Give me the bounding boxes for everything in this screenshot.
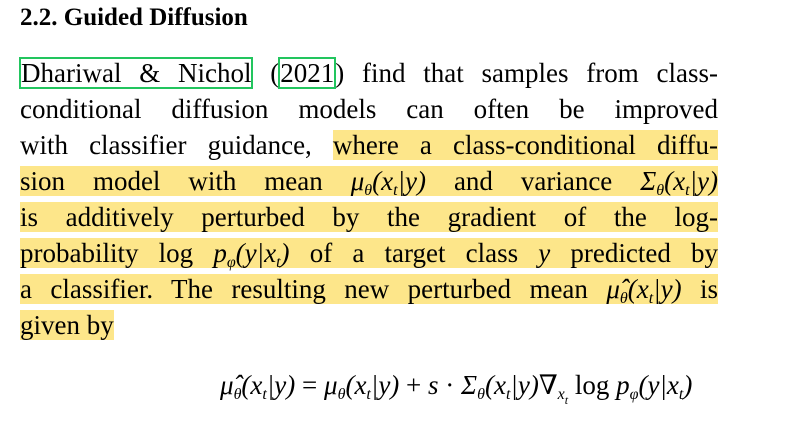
paragraph-line-6: probability log pφ(y|xt) of a target cla… (20, 236, 718, 271)
paragraph-line-7: a classifier. The resulting new perturbe… (20, 272, 718, 307)
highlighted-text: probability log pφ(y|xt) of a target cla… (20, 238, 718, 271)
math-mu-hat: μ̂θ(xt|y) (606, 274, 682, 307)
guidance-equation: μ̂θ(xt|y) = μθ(xt|y) + s · Σθ(xt|y)∇xt l… (220, 370, 693, 407)
highlighted-text: given by (20, 310, 114, 340)
section-heading: 2.2. Guided Diffusion (20, 4, 248, 31)
paragraph-line-3: with classifier guidance, where a class-… (20, 128, 718, 162)
highlighted-text: sion model with mean μθ(xt|y) and varian… (20, 166, 718, 199)
math-y: y (538, 238, 551, 268)
math-mu: μθ(xt|y) (350, 166, 426, 199)
highlighted-text: is additively perturbed by the gradient … (20, 202, 718, 232)
text-segment: conditional diffusion models can often b… (20, 94, 718, 124)
paragraph-line-2: conditional diffusion models can often b… (20, 92, 718, 126)
paragraph-line-5: is additively perturbed by the gradient … (20, 200, 718, 234)
citation-year-link[interactable]: 2021 (278, 57, 337, 89)
paragraph-line-4: sion model with mean μθ(xt|y) and varian… (20, 164, 718, 199)
highlighted-text: where a class-conditional diffu- (332, 130, 718, 160)
math-sigma: Σθ(xt|y) (640, 166, 718, 199)
citation-authors-link[interactable]: Dhariwal & Nichol (18, 57, 254, 89)
highlighted-text: a classifier. The resulting new perturbe… (20, 274, 718, 307)
text-segment: with classifier guidance, (20, 130, 333, 160)
paragraph-line-8: given by (20, 308, 718, 342)
text-segment: find that samples from class- (344, 58, 718, 88)
paragraph-line-1: Dhariwal & Nichol (2021) find that sampl… (18, 57, 718, 89)
math-log-prob: log pφ(y|xt) (158, 238, 290, 271)
